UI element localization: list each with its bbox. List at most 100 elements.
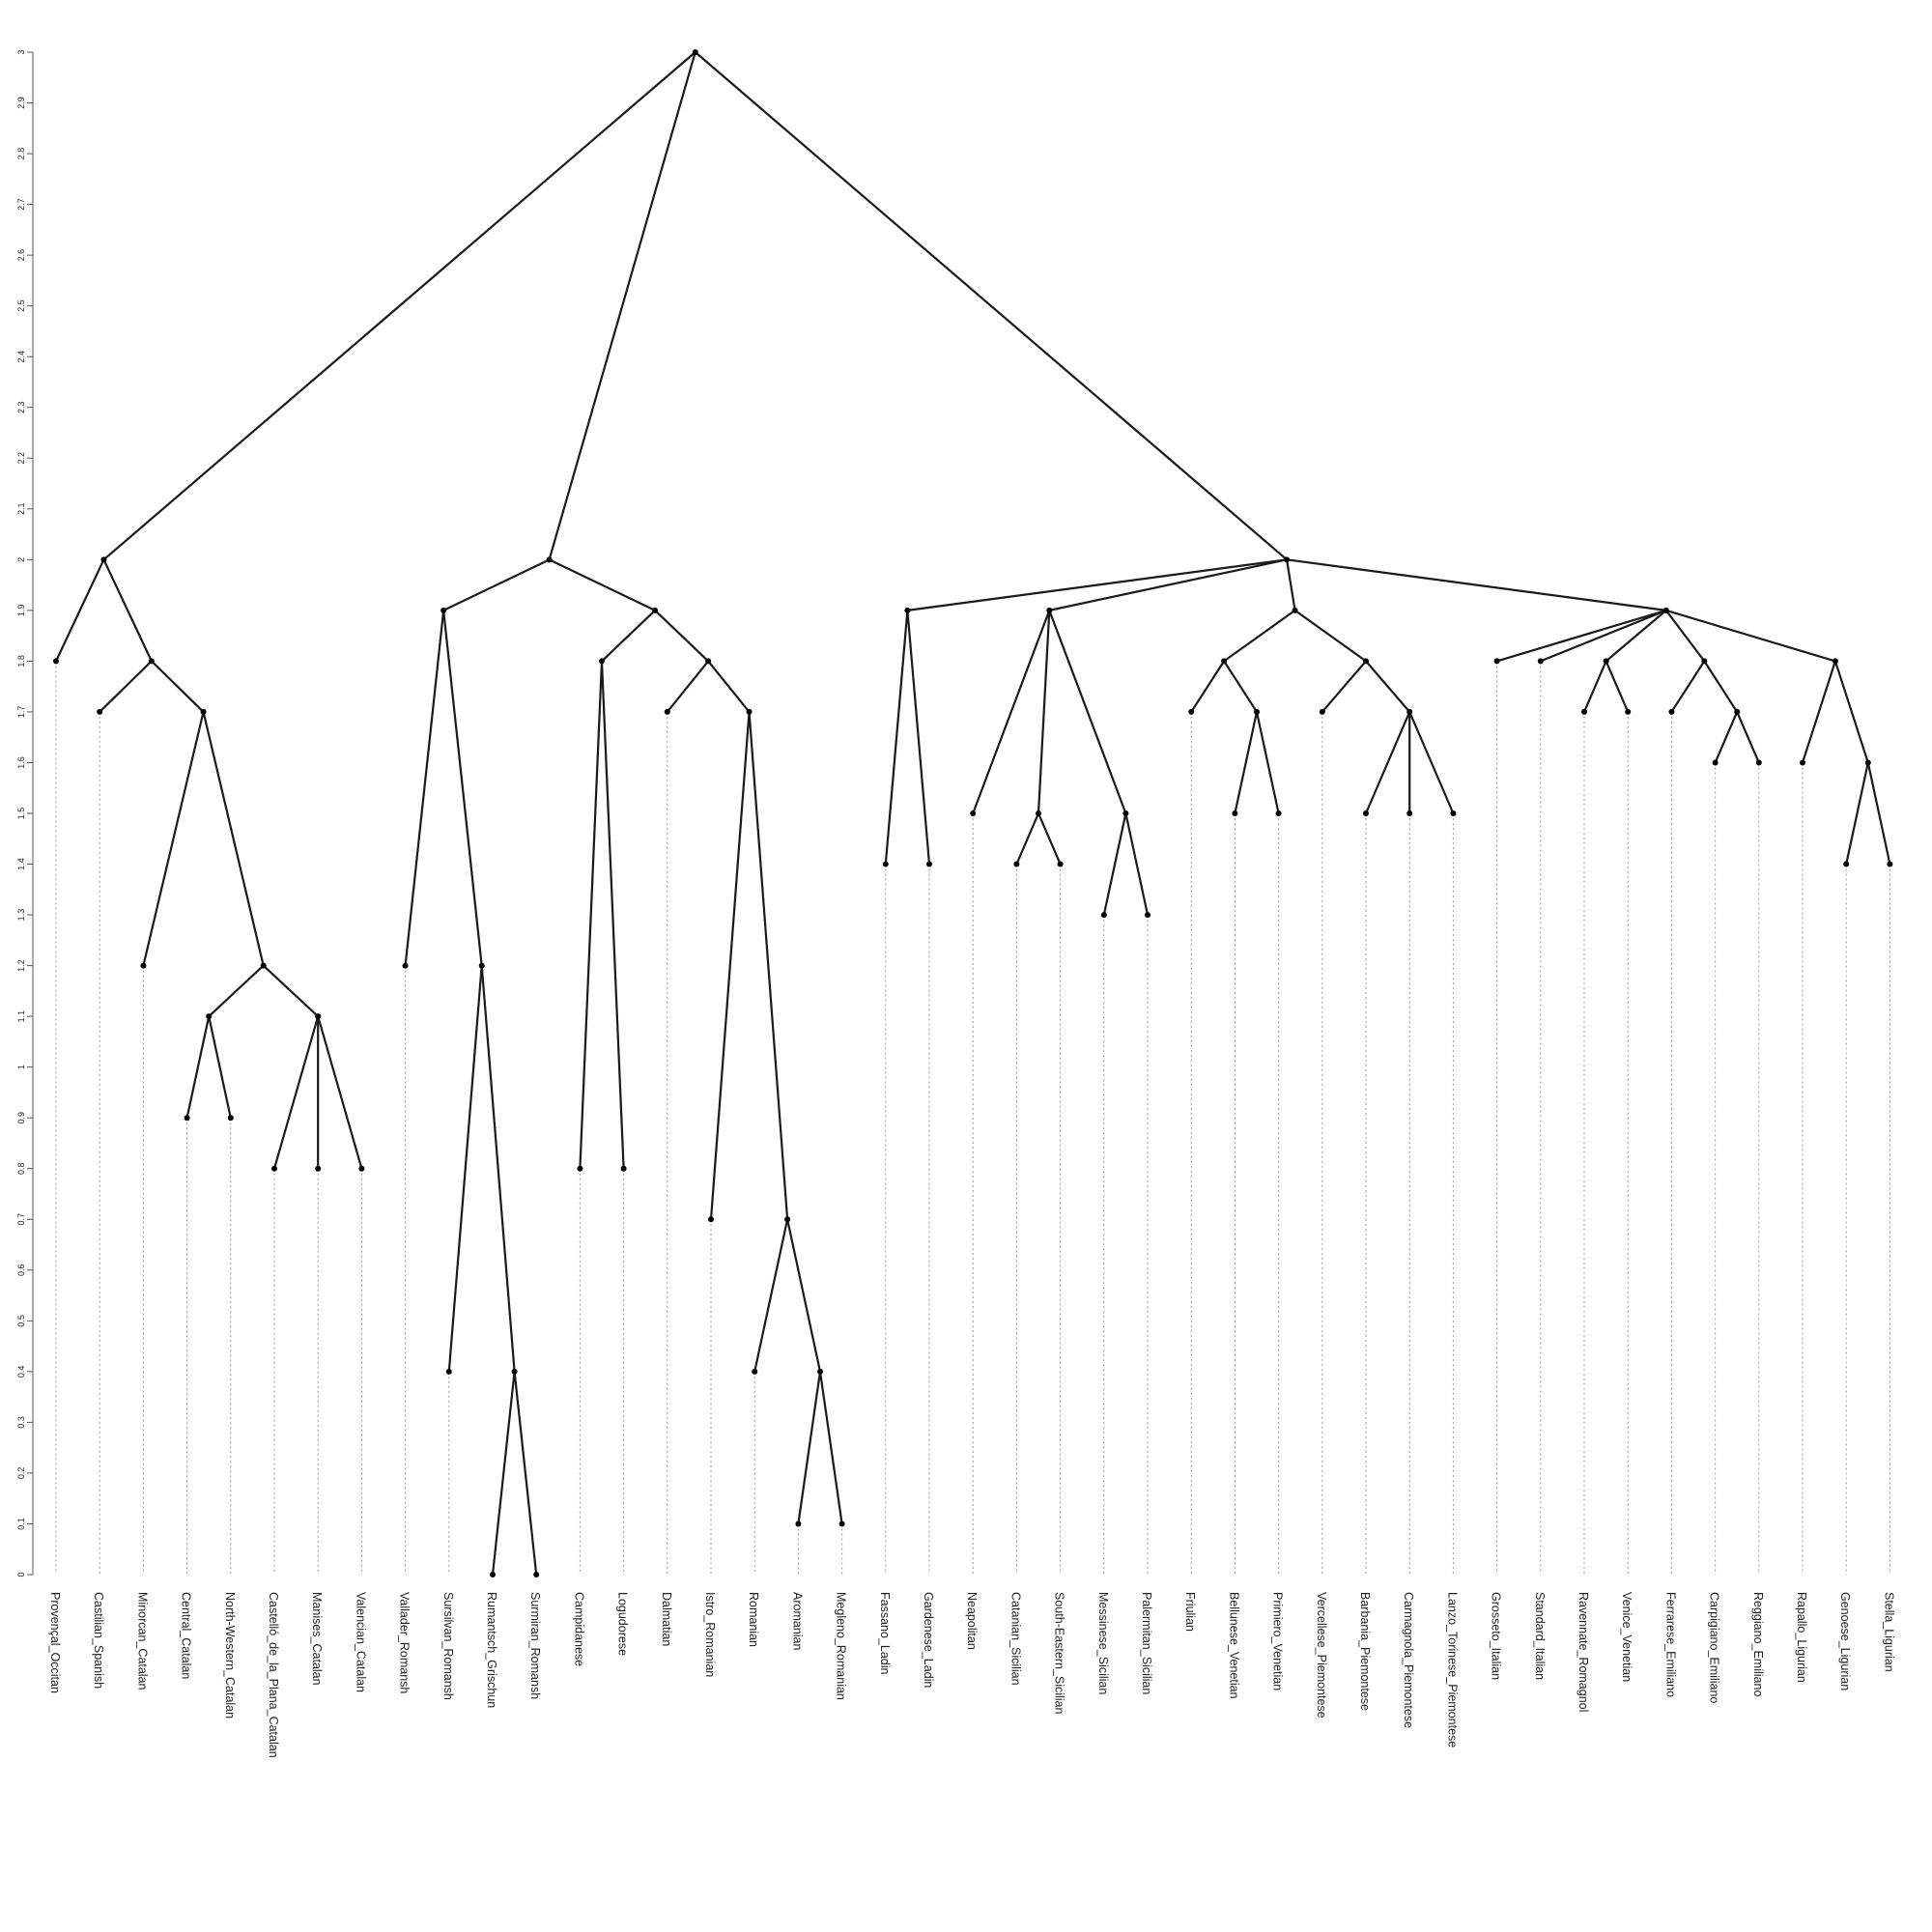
y-tick-label: 1.3 <box>16 909 26 922</box>
leaf-node-dot <box>358 1165 365 1172</box>
tree-edge <box>262 964 320 1018</box>
y-tick-label: 2.9 <box>16 97 26 109</box>
leaf-node-dot <box>752 1368 758 1375</box>
leaf-label: Ferrarese_Emiliano <box>1663 1592 1677 1697</box>
leaf-label: Catanian_Sicilian <box>1009 1592 1022 1686</box>
leaf-node-dot <box>708 1216 714 1223</box>
y-tick-label: 2 <box>16 557 26 562</box>
tree-edge <box>1222 660 1259 714</box>
leaf-node-dot <box>1319 708 1325 715</box>
internal-node-dot <box>1662 607 1669 613</box>
leaf-label: Palermitan_Sicilian <box>1140 1592 1153 1694</box>
leaf-label: Friulian <box>1183 1592 1197 1632</box>
leaf-label: Dalmatian <box>660 1592 673 1646</box>
y-tick-label: 1.8 <box>16 655 26 668</box>
y-tick-label: 0.8 <box>16 1162 26 1175</box>
leaf-node-dot <box>1625 708 1632 715</box>
internal-node-dot <box>440 607 447 613</box>
y-tick-label: 1 <box>16 1065 26 1069</box>
tree-edge <box>142 710 205 967</box>
y-tick-label: 0.7 <box>16 1213 26 1226</box>
tree-edge <box>1285 558 1667 611</box>
y-tick-label: 2.8 <box>16 148 26 160</box>
internal-node-dot <box>260 962 267 969</box>
tree-edge <box>548 50 696 561</box>
tree-edge <box>884 609 909 866</box>
internal-node-dot <box>1254 708 1260 715</box>
leaf-guide-lines <box>55 661 1890 1575</box>
leaf-label: Lanzo_Torinese_Piemontese <box>1445 1592 1459 1747</box>
leaf-node-dot <box>970 810 977 816</box>
tree-edge <box>1037 811 1062 866</box>
internal-node-dot <box>784 1216 791 1223</box>
tree-edge <box>1285 558 1296 611</box>
leaf-label: Aromanian <box>790 1592 804 1650</box>
leaf-label: Genoese_Ligurian <box>1838 1592 1852 1690</box>
leaf-label: Standard_Italian <box>1533 1592 1547 1680</box>
internal-node-dot <box>1406 708 1413 715</box>
internal-node-dot <box>1036 810 1041 816</box>
y-tick-label: 0.5 <box>16 1315 26 1327</box>
internal-node-dot <box>599 658 605 665</box>
tree-edge <box>748 710 789 1221</box>
tree-edge <box>1234 710 1259 815</box>
tree-edge <box>694 50 1289 561</box>
internal-node-dot <box>1046 607 1053 613</box>
y-tick-label: 0.4 <box>16 1366 26 1378</box>
leaf-label: Valencian_Catalan <box>354 1592 367 1692</box>
tree-edge <box>1605 660 1630 714</box>
tree-edge <box>202 710 265 967</box>
y-tick-label: 0.1 <box>16 1518 26 1530</box>
tree-edge <box>1582 660 1607 714</box>
leaf-node-dot <box>664 708 670 715</box>
leaf-node-dot <box>795 1520 802 1527</box>
y-tick-label: 1.6 <box>16 756 26 769</box>
tree-edge <box>1015 811 1040 866</box>
leaf-node-dot <box>184 1115 190 1122</box>
internal-node-dot <box>746 708 753 715</box>
y-tick-label: 0.3 <box>16 1416 26 1429</box>
tree-edge <box>1664 609 1837 663</box>
tree-edge <box>1605 609 1667 663</box>
y-tick-label: 1.9 <box>16 605 26 617</box>
internal-node-dot <box>546 556 553 563</box>
leaf-label: Vercellese_Piemontese <box>1315 1592 1328 1719</box>
internal-node-dot <box>1292 607 1298 613</box>
leaf-label: Ravennate_Romagnol <box>1577 1592 1590 1712</box>
tree-edge <box>480 964 516 1373</box>
tree-edge <box>442 558 551 611</box>
leaf-label: Bellunese_Venetian <box>1227 1592 1240 1699</box>
tree-edge <box>1255 710 1280 815</box>
leaf-node-dot <box>1887 861 1893 867</box>
leaf-node-dot <box>577 1165 583 1172</box>
leaf-label: Neapolitan <box>965 1592 979 1650</box>
tree-edge <box>491 1370 516 1577</box>
leaf-label: Castelló_de_la_Plana_Catalan <box>267 1592 280 1758</box>
y-tick-label: 1.5 <box>16 808 26 820</box>
tree-edge <box>1048 558 1289 611</box>
tree-edge <box>1364 660 1411 714</box>
tree-edge <box>442 609 483 967</box>
internal-node-dot <box>1864 759 1871 766</box>
internal-node-dot <box>652 607 659 613</box>
tree-edge <box>208 1015 232 1120</box>
tree-edge <box>1037 609 1051 815</box>
tree-edge <box>1321 660 1368 714</box>
tree-edge <box>1495 609 1667 663</box>
tree-edge <box>1048 609 1127 815</box>
tree-edge <box>54 558 105 663</box>
y-tick-label: 2.5 <box>16 299 26 312</box>
leaf-node-dot <box>1668 708 1675 715</box>
leaf-label: Rapallo_Ligurian <box>1795 1592 1808 1683</box>
y-tick-label: 0.9 <box>16 1112 26 1124</box>
leaf-node-dot <box>1406 810 1413 816</box>
leaf-label: Surmiran_Romansh <box>528 1592 542 1699</box>
leaf-node-dot <box>271 1165 277 1172</box>
leaf-node-dot <box>1712 759 1719 766</box>
leaf-node-dot <box>1843 861 1850 867</box>
internal-node-dot <box>206 1013 213 1020</box>
leaf-node-dot <box>926 861 932 867</box>
tree-edge <box>1124 811 1150 917</box>
tree-edge <box>272 1015 320 1170</box>
